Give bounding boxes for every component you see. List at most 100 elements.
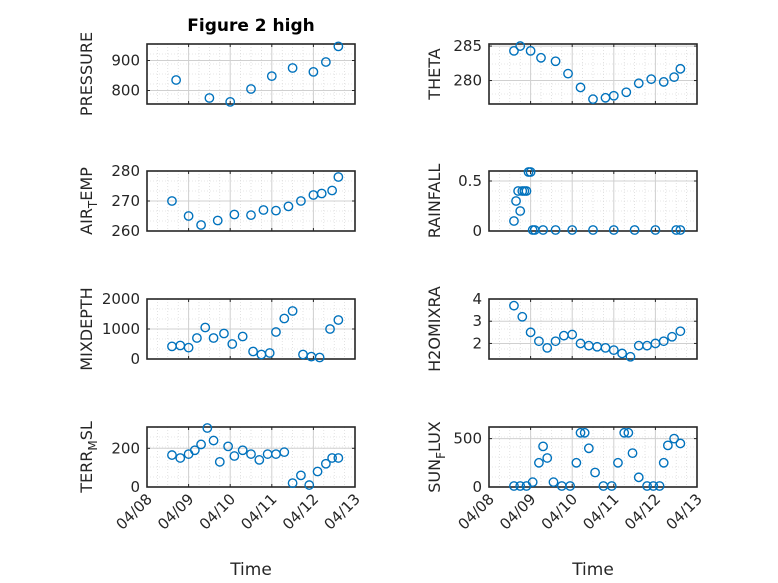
terr-msl-data-point <box>237 445 248 456</box>
sun-flux-data-point <box>579 427 590 438</box>
theta-data-point <box>525 45 536 56</box>
theta-data-point <box>633 78 644 89</box>
terr-msl-data-point <box>167 450 177 460</box>
terr-msl-data-point <box>175 453 186 463</box>
rainfall-data-point <box>511 196 521 206</box>
terr-msl-x-tick-label: 04/11 <box>237 490 280 533</box>
terr-msl-data-point <box>296 470 306 481</box>
theta-data-point <box>658 77 669 87</box>
sun-flux-x-tick-label: 04/09 <box>496 490 539 533</box>
mixdepth-data-point <box>183 342 194 353</box>
theta-data-point <box>675 63 686 74</box>
terr-msl-data-point <box>189 445 200 456</box>
rainfall-data-point <box>671 225 682 235</box>
pressure-data-point <box>225 97 236 107</box>
h2omixra-data-point <box>550 336 561 347</box>
sun-flux-data-point <box>590 467 600 478</box>
h2omixra-y-tick-label: 4 <box>472 290 482 308</box>
rainfall-data-point <box>538 225 548 235</box>
pressure-data-point <box>171 75 182 85</box>
rainfall-y-tick-label: 0 <box>472 222 482 240</box>
mixdepth-data-point <box>314 352 325 363</box>
rainfall-data-point <box>550 225 561 235</box>
panel-sun-flux: 0 500 SUNFLUX 04/0804/0904/1004/1104/1204/1… <box>425 421 706 580</box>
theta-data-point <box>669 72 680 83</box>
rainfall-y-tick-label: 0.5 <box>458 172 482 190</box>
air-temp-data-point <box>271 205 281 216</box>
mixdepth-data-point <box>248 346 258 357</box>
sun-flux-data-point <box>509 481 519 491</box>
theta-data-point <box>563 68 573 79</box>
sun-flux-data-point <box>642 481 652 491</box>
theta-data-point <box>588 94 598 105</box>
rainfall-data-point <box>509 216 519 226</box>
panel-h2omixra: 2 3 4 H2OMIXRA <box>425 286 698 372</box>
pressure-data-point <box>246 84 256 94</box>
h2omixra-data-point <box>658 336 669 347</box>
rainfall-data-point <box>650 225 661 235</box>
pressure-data-point <box>266 71 277 82</box>
h2omixra-data-point <box>667 331 677 342</box>
theta-data-point <box>509 45 519 56</box>
sun-flux-data-point <box>606 481 617 491</box>
mixdepth-data-point <box>237 331 248 342</box>
terr-msl-data-point <box>196 439 206 450</box>
terr-msl-data-point <box>246 449 256 459</box>
theta-y-tick-label: 280 <box>453 72 482 90</box>
mixdepth-y-tick-label: 1000 <box>102 320 140 338</box>
sun-flux-data-point <box>669 433 680 444</box>
terr-msl-data-point <box>304 480 315 490</box>
panel-rainfall: 0 0.5 RAINFALL <box>425 164 698 240</box>
sun-flux-data-point <box>613 457 623 468</box>
rainfall-ylabel: RAINFALL <box>425 164 444 239</box>
air-temp-data-point <box>229 209 240 220</box>
air-temp-y-tick-label: 260 <box>111 222 140 240</box>
sun-flux-data-point <box>675 438 686 449</box>
mixdepth-data-point <box>325 324 335 334</box>
sun-flux-data-point <box>662 440 673 451</box>
air-temp-data-point <box>296 196 306 206</box>
sun-flux-data-point <box>515 481 526 491</box>
terr-msl-x-tick-label: 04/08 <box>113 490 156 533</box>
pressure-data-point <box>320 57 331 67</box>
h2omixra-data-point <box>542 342 553 353</box>
h2omixra-data-point <box>608 345 619 356</box>
sun-flux-ylabel: SUNFLUX <box>425 421 448 493</box>
terr-msl-xlabel: Time <box>229 560 272 580</box>
theta-data-point <box>608 90 619 101</box>
h2omixra-ylabel: H2OMIXRA <box>425 286 444 372</box>
sun-flux-xlabel: Time <box>571 560 614 580</box>
air-temp-y-tick-label: 270 <box>111 192 140 210</box>
h2omixra-y-tick-label: 2 <box>472 334 482 352</box>
mixdepth-data-point <box>287 306 298 316</box>
mixdepth-y-tick-label: 0 <box>130 350 140 368</box>
sun-flux-x-tick-label: 04/08 <box>455 490 498 533</box>
sun-flux-data-point <box>527 477 538 488</box>
rainfall-data-point <box>588 225 598 235</box>
terr-msl-data-point <box>327 453 338 463</box>
theta-data-point <box>621 87 632 98</box>
mixdepth-data-point <box>200 322 211 333</box>
sun-flux-data-point <box>538 441 548 452</box>
sun-flux-data-point <box>633 472 644 483</box>
air-temp-data-point <box>327 185 338 196</box>
panel-terr-msl: 0 200 TERRMSL 04/0804/0904/1004/1104/1204/1… <box>77 421 364 580</box>
terr-msl-data-point <box>279 447 290 458</box>
terr-msl-x-tick-label: 04/13 <box>321 490 364 533</box>
terr-msl-x-tick-label: 04/09 <box>154 490 197 533</box>
air-temp-ylabel: AIRTEMP <box>77 167 100 235</box>
theta-data-point <box>515 41 526 51</box>
terr-msl-x-tick-label: 04/12 <box>279 490 322 533</box>
terr-msl-x-tick-label: 04/10 <box>196 490 239 533</box>
air-temp-data-point <box>283 201 294 212</box>
h2omixra-axes-box <box>488 298 698 360</box>
pressure-axes-box <box>146 43 356 105</box>
rainfall-data-point <box>629 225 640 235</box>
pressure-ylabel: PRESSURE <box>77 32 96 116</box>
theta-data-point <box>536 52 546 63</box>
mixdepth-data-point <box>208 333 219 343</box>
terr-msl-y-tick-label: 0 <box>130 478 140 496</box>
sun-flux-data-point <box>575 427 586 438</box>
theta-ylabel: THETA <box>425 48 444 100</box>
